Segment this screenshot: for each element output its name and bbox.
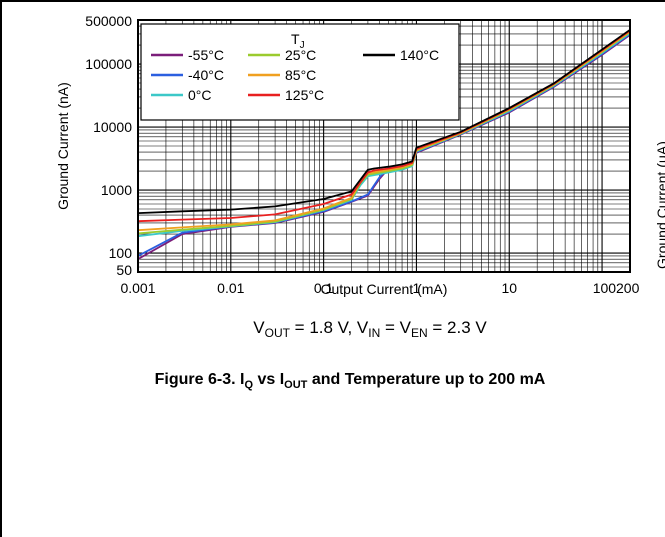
y-tick-label-1: 100 [109,245,133,261]
subtitle-sub-out: OUT [265,326,291,340]
x-tick-label-1: 0.01 [217,280,244,296]
y-tick-label-5: 500000 [85,13,132,29]
caption-sub-q: Q [244,379,253,391]
legend-box [140,23,460,121]
top-border [0,0,665,2]
legend: TJ -55°C -40°C 0°C 25°C 85°C 125°C 140°C [140,23,460,121]
clipped-right-axis-title: Ground Current (μA) [654,141,665,269]
y-tick-label-0: 50 [116,262,132,278]
subtitle-mid1: = 1.8 V, V [290,318,369,337]
x-tick-label-3: 1 [413,280,421,296]
legend-label-5: 125°C [285,87,324,103]
figure-caption: Figure 6-3. IQ vs IOUT and Temperature u… [155,371,546,391]
y-tick-label-2: 1000 [101,182,132,198]
subtitle-eq: = V [380,318,411,337]
legend-label-0: -55°C [188,47,224,63]
caption-pre: Figure 6-3. I [155,371,245,388]
y-axis-title: Ground Current (nA) [55,82,71,210]
plot-border [137,19,631,273]
x-tick-label-4: 10 [501,280,517,296]
x-tick-label-6: 200 [616,280,640,296]
legend-label-4: 85°C [285,67,316,83]
test-conditions: VOUT = 1.8 V, VIN = VEN = 2.3 V [253,318,487,340]
series-line-6 [137,29,631,214]
series-lines [137,29,631,260]
caption-end: and Temperature up to 200 mA [307,371,545,388]
x-tick-label-2: 0.1 [314,280,334,296]
subtitle-end: = 2.3 V [428,318,488,337]
legend-label-1: -40°C [188,67,224,83]
caption-mid: vs I [253,371,284,388]
legend-label-6: 140°C [400,47,439,63]
caption-sub-out: OUT [284,379,308,391]
subtitle-sub-en: EN [411,326,428,340]
legend-title: TJ [291,31,305,51]
y-tick-label-4: 100000 [85,56,132,72]
legend-title-main: T [291,31,300,47]
legend-label-3: 25°C [285,47,316,63]
x-axis-title: Output Current (mA) [321,281,448,297]
subtitle-v1: V [253,318,265,337]
tick-labels: 0.001 0.01 0.1 1 10 100 2005010010001000010000… [85,13,639,296]
left-border [0,0,2,537]
subtitle-sub-in: IN [368,326,380,340]
x-tick-label-0: 0.001 [120,280,155,296]
legend-title-sub: J [300,40,305,51]
legend-label-2: 0°C [188,87,212,103]
x-tick-label-5: 100 [593,280,617,296]
y-tick-label-3: 10000 [93,119,132,135]
